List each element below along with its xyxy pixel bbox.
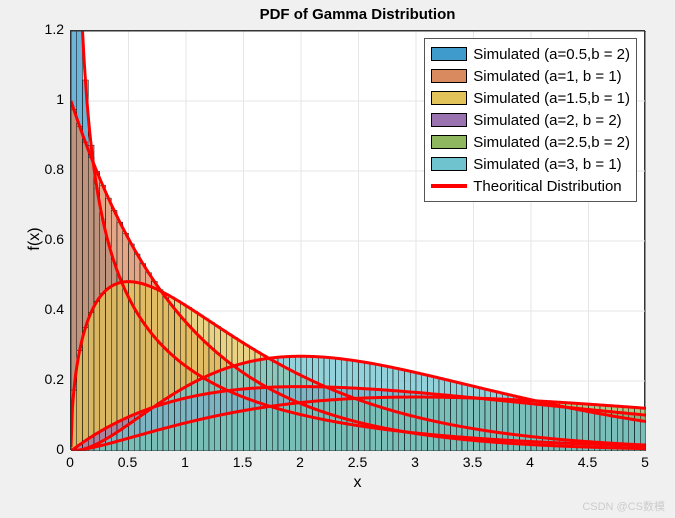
legend-label: Simulated (a=2, b = 2) bbox=[473, 112, 621, 129]
legend-item: Simulated (a=3, b = 1) bbox=[431, 153, 630, 175]
x-tick-label: 3 bbox=[400, 454, 430, 470]
x-tick-label: 2 bbox=[285, 454, 315, 470]
x-tick-label: 2.5 bbox=[343, 454, 373, 470]
y-tick-label: 0.6 bbox=[30, 231, 64, 247]
legend-label: Simulated (a=3, b = 1) bbox=[473, 156, 621, 173]
legend-line bbox=[431, 184, 467, 188]
x-tick-label: 3.5 bbox=[458, 454, 488, 470]
chart-title: PDF of Gamma Distribution bbox=[70, 6, 645, 23]
legend-swatch bbox=[431, 47, 467, 61]
legend-item: Simulated (a=2.5,b = 2) bbox=[431, 131, 630, 153]
figure: PDF of Gamma Distribution f(x) x Simulat… bbox=[0, 0, 675, 518]
x-tick-label: 4.5 bbox=[573, 454, 603, 470]
x-tick-label: 5 bbox=[630, 454, 660, 470]
legend-item: Simulated (a=2, b = 2) bbox=[431, 109, 630, 131]
legend-label: Simulated (a=1, b = 1) bbox=[473, 68, 621, 85]
legend-swatch bbox=[431, 69, 467, 83]
y-tick-label: 1.2 bbox=[30, 21, 64, 37]
x-tick-label: 1.5 bbox=[228, 454, 258, 470]
legend-swatch bbox=[431, 91, 467, 105]
x-tick-label: 4 bbox=[515, 454, 545, 470]
legend-item: Simulated (a=0.5,b = 2) bbox=[431, 43, 630, 65]
y-tick-label: 1 bbox=[30, 91, 64, 107]
y-tick-label: 0.8 bbox=[30, 161, 64, 177]
y-tick-label: 0 bbox=[30, 441, 64, 457]
x-axis-label: x bbox=[70, 474, 645, 492]
legend-label: Simulated (a=1.5,b = 1) bbox=[473, 90, 630, 107]
x-tick-label: 0.5 bbox=[113, 454, 143, 470]
legend-label: Simulated (a=0.5,b = 2) bbox=[473, 46, 630, 63]
x-tick-label: 1 bbox=[170, 454, 200, 470]
legend-item: Simulated (a=1.5,b = 1) bbox=[431, 87, 630, 109]
legend: Simulated (a=0.5,b = 2) Simulated (a=1, b… bbox=[424, 38, 637, 202]
legend-swatch bbox=[431, 135, 467, 149]
legend-swatch bbox=[431, 157, 467, 171]
legend-item: Simulated (a=1, b = 1) bbox=[431, 65, 630, 87]
legend-label: Simulated (a=2.5,b = 2) bbox=[473, 134, 630, 151]
legend-item: Theoritical Distribution bbox=[431, 175, 630, 197]
legend-swatch bbox=[431, 113, 467, 127]
y-tick-label: 0.2 bbox=[30, 371, 64, 387]
watermark: CSDN @CS数模 bbox=[582, 498, 665, 514]
legend-label: Theoritical Distribution bbox=[473, 178, 621, 195]
y-tick-label: 0.4 bbox=[30, 301, 64, 317]
